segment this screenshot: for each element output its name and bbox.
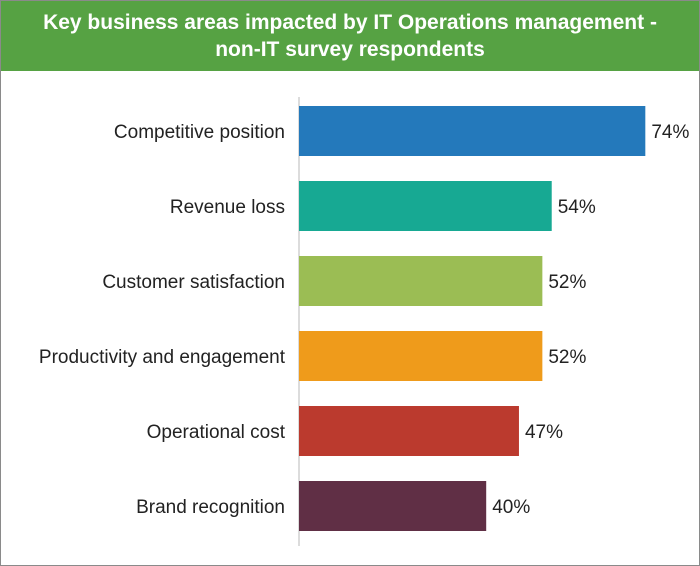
bar-revenue-loss [299,181,552,231]
bar-chart: Competitive position 74% Revenue loss 54% Cu… [39,97,689,546]
bar-brand-recognition [299,481,487,531]
value-label-productivity-and-engagement: 52% [548,347,586,368]
value-label-revenue-loss: 54% [558,197,596,218]
bar-customer-satisfaction [299,256,543,306]
chart-title: Key business areas impacted by IT Operat… [43,11,657,61]
value-label-operational-cost: 47% [525,422,563,443]
category-label-competitive-position: Competitive position [114,122,285,143]
value-label-brand-recognition: 40% [492,497,530,518]
category-label-productivity-and-engagement: Productivity and engagement [39,347,286,368]
bar-operational-cost [299,406,519,456]
value-label-customer-satisfaction: 52% [548,272,586,293]
bar-productivity-and-engagement [299,331,543,381]
category-label-operational-cost: Operational cost [147,422,286,443]
value-label-competitive-position: 74% [651,122,689,143]
category-label-customer-satisfaction: Customer satisfaction [102,272,285,293]
bars-group: Competitive position 74% Revenue loss 54% Cu… [39,106,689,531]
category-label-brand-recognition: Brand recognition [136,497,285,518]
bar-competitive-position [299,106,646,156]
category-label-revenue-loss: Revenue loss [170,197,285,218]
title-bar: Key business areas impacted by IT Operat… [1,1,699,71]
